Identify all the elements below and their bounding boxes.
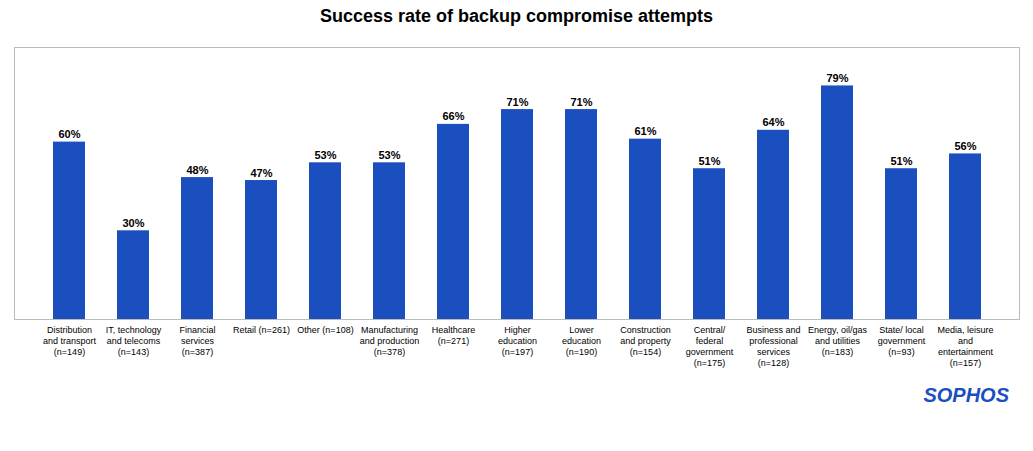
svg-text:56%: 56% xyxy=(954,140,976,152)
svg-text:Healthcare(n=271): Healthcare(n=271) xyxy=(432,325,476,346)
svg-text:Constructionand property(n=154: Constructionand property(n=154) xyxy=(620,325,671,357)
svg-text:Energy, oil/gasand utilities(n: Energy, oil/gasand utilities(n=183) xyxy=(808,325,867,357)
svg-text:48%: 48% xyxy=(186,164,208,176)
svg-text:66%: 66% xyxy=(442,110,464,122)
svg-text:53%: 53% xyxy=(314,149,336,161)
svg-text:State/ localgovernment(n=93): State/ localgovernment(n=93) xyxy=(878,325,926,357)
svg-text:61%: 61% xyxy=(634,125,656,137)
svg-text:Distributionand transport(n=14: Distributionand transport(n=149) xyxy=(43,325,97,357)
svg-text:47%: 47% xyxy=(250,167,272,179)
svg-text:60%: 60% xyxy=(58,128,80,140)
svg-text:Media, leisureandentertainment: Media, leisureandentertainment(n=157) xyxy=(937,325,993,367)
svg-text:Retail (n=261): Retail (n=261) xyxy=(233,325,290,335)
svg-text:30%: 30% xyxy=(122,217,144,229)
svg-text:Manufacturingand production(n=: Manufacturingand production(n=378) xyxy=(360,325,420,357)
svg-text:53%: 53% xyxy=(378,149,400,161)
svg-text:64%: 64% xyxy=(762,116,784,128)
html-text:SOPHOS: SOPHOS xyxy=(923,384,1009,406)
svg-text:Highereducation(n=197): Highereducation(n=197) xyxy=(498,325,537,357)
svg-text:IT, technologyand telecoms(n=1: IT, technologyand telecoms(n=143) xyxy=(106,325,162,357)
svg-text:Business andprofessionalservic: Business andprofessionalservices(n=128) xyxy=(746,325,800,367)
svg-text:79%: 79% xyxy=(826,72,848,84)
svg-text:Lowereducation(n=190): Lowereducation(n=190) xyxy=(562,325,601,357)
svg-text:51%: 51% xyxy=(698,155,720,167)
svg-text:Other (n=108): Other (n=108) xyxy=(297,325,353,335)
svg-text:Central/federalgovernment(n=17: Central/federalgovernment(n=175) xyxy=(686,325,734,367)
html-text:Success rate of backup comprom: Success rate of backup compromise attemp… xyxy=(319,6,714,26)
svg-text:71%: 71% xyxy=(506,96,528,108)
svg-text:Financialservices(n=387): Financialservices(n=387) xyxy=(179,325,215,357)
svg-text:51%: 51% xyxy=(890,155,912,167)
svg-text:71%: 71% xyxy=(570,96,592,108)
